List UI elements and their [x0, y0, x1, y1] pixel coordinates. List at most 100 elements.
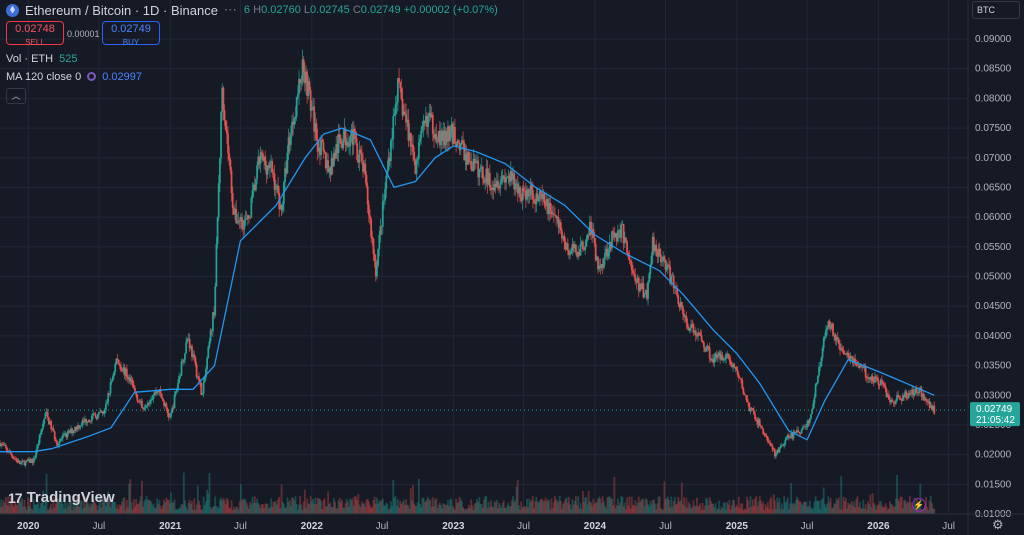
candle-body — [911, 389, 914, 395]
buy-button[interactable]: 0.02749 BUY — [102, 21, 160, 47]
candle-body — [863, 366, 866, 368]
candle-body — [890, 400, 893, 403]
volume-legend[interactable]: Vol · ETH 525 — [6, 53, 77, 65]
ma-legend[interactable]: MA 120 close 0 0.02997 — [6, 71, 142, 83]
candle-body — [748, 402, 751, 411]
chevron-up-icon[interactable]: ︿ — [6, 88, 26, 104]
volume-bar — [555, 499, 558, 514]
volume-bar — [314, 497, 317, 514]
candle-body — [79, 426, 82, 428]
volume-bar — [652, 499, 655, 514]
ma-value: 0.02997 — [102, 71, 142, 83]
candle-body — [334, 152, 336, 159]
volume-bar — [199, 504, 202, 514]
volume-bar — [113, 502, 115, 514]
volume-bar — [202, 496, 205, 514]
price-tick-label: 0.04000 — [975, 331, 1012, 342]
volume-bar — [868, 504, 871, 514]
volume-bar — [103, 498, 106, 514]
volume-bar — [676, 503, 679, 514]
candle-body — [448, 126, 450, 141]
candle-body — [712, 359, 715, 363]
volume-bar — [641, 498, 644, 514]
volume-bar — [273, 501, 276, 514]
volume-bar — [537, 502, 540, 514]
volume-bar — [543, 500, 546, 514]
candle-body — [766, 437, 769, 442]
volume-bar — [612, 505, 615, 514]
volume-bar — [388, 508, 391, 514]
volume-bar — [686, 507, 689, 514]
symbol-title[interactable]: Ethereum / Bitcoin · 1D · Binance — [25, 2, 218, 18]
volume-bar — [419, 503, 421, 514]
candle-body — [914, 387, 917, 394]
volume-bar — [528, 498, 531, 514]
candle-body — [210, 330, 213, 332]
volume-bar — [61, 503, 64, 514]
candle-body — [747, 402, 750, 403]
volume-bar — [391, 506, 393, 514]
volume-bar — [864, 504, 867, 514]
more-dots-icon[interactable]: ⋯ — [223, 2, 238, 17]
last-price-tag-countdown: 21:05:42 — [976, 415, 1015, 426]
candle-body — [483, 178, 485, 183]
volume-bar — [431, 497, 434, 514]
candle-body — [346, 141, 349, 147]
sell-button[interactable]: 0.02748 SELL — [6, 21, 64, 47]
gear-icon[interactable]: ⚙ — [992, 517, 1004, 532]
volume-bar — [188, 499, 191, 514]
lightning-icon[interactable]: ⚡ — [912, 498, 926, 512]
candle-body — [778, 448, 781, 453]
candle-body — [862, 366, 865, 368]
candle-body — [806, 420, 809, 427]
volume-bar — [225, 498, 228, 514]
volume-bar — [198, 500, 200, 514]
candle-body — [97, 412, 100, 415]
candle-body — [85, 418, 87, 423]
volume-bar — [193, 498, 196, 514]
volume-bar — [107, 491, 110, 514]
tradingview-mark-icon: 17 — [8, 489, 23, 506]
volume-bar — [811, 509, 813, 514]
volume-bar — [344, 503, 347, 514]
candle-body — [860, 365, 862, 367]
candle-body — [659, 254, 662, 263]
volume-bar — [722, 503, 725, 514]
candle-body — [716, 356, 719, 359]
candle-body — [412, 144, 414, 152]
volume-bar — [697, 506, 699, 514]
candle-body — [295, 96, 298, 117]
volume-bar — [613, 477, 616, 514]
candle-body — [666, 264, 669, 267]
candle-body — [714, 354, 717, 358]
candle-body — [144, 407, 147, 409]
volume-bar — [14, 501, 17, 514]
volume-bar — [287, 501, 290, 514]
candle-body — [455, 143, 457, 147]
volume-bar — [438, 502, 441, 514]
candle-body — [120, 366, 122, 371]
candle-body — [549, 202, 552, 212]
candle-body — [629, 260, 632, 263]
volume-bar — [526, 498, 528, 514]
volume-bar — [215, 506, 218, 514]
candle-body — [520, 197, 523, 201]
time-tick-label: 2025 — [726, 521, 749, 532]
candle-body — [327, 160, 329, 172]
volume-bar — [100, 507, 103, 514]
candle-body — [450, 124, 453, 131]
currency-selector[interactable]: BTC — [972, 1, 1020, 19]
candle-body — [78, 425, 81, 428]
candle-body — [899, 398, 902, 400]
volume-bar — [6, 505, 8, 514]
volume-bar — [506, 505, 509, 514]
volume-bar — [884, 503, 887, 514]
candle-body — [765, 436, 768, 438]
candle-body — [849, 355, 852, 360]
candle-body — [447, 126, 449, 142]
candle-body — [794, 432, 797, 434]
volume-bar — [558, 495, 561, 514]
volume-bar — [862, 499, 865, 514]
candle-body — [63, 433, 65, 436]
